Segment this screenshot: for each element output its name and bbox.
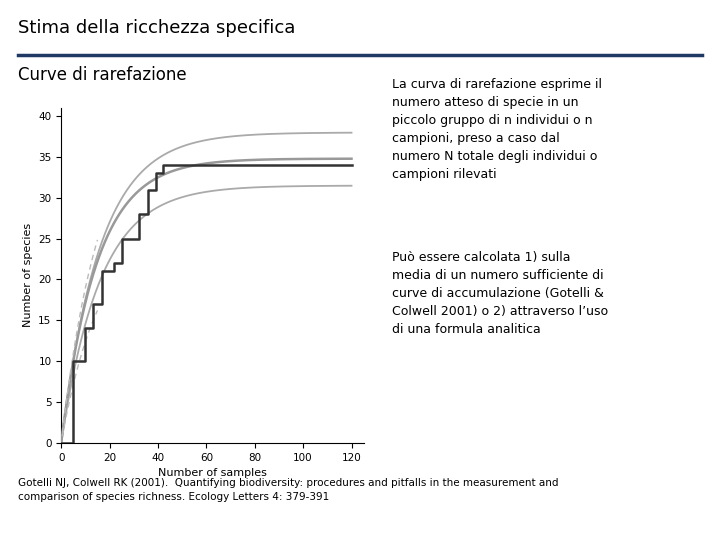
Text: Può essere calcolata 1) sulla
media di un numero sufficiente di
curve di accumul: Può essere calcolata 1) sulla media di u… [392, 251, 608, 336]
Text: Curve di rarefazione: Curve di rarefazione [18, 66, 186, 84]
Y-axis label: Number of species: Number of species [22, 224, 32, 327]
Text: Gotelli NJ, Colwell RK (2001).  Quantifying biodiversity: procedures and pitfall: Gotelli NJ, Colwell RK (2001). Quantifyi… [18, 478, 559, 502]
Text: La curva di rarefazione esprime il
numero atteso di specie in un
piccolo gruppo : La curva di rarefazione esprime il numer… [392, 78, 603, 181]
Text: Stima della ricchezza specifica: Stima della ricchezza specifica [18, 19, 295, 37]
X-axis label: Number of samples: Number of samples [158, 468, 267, 478]
